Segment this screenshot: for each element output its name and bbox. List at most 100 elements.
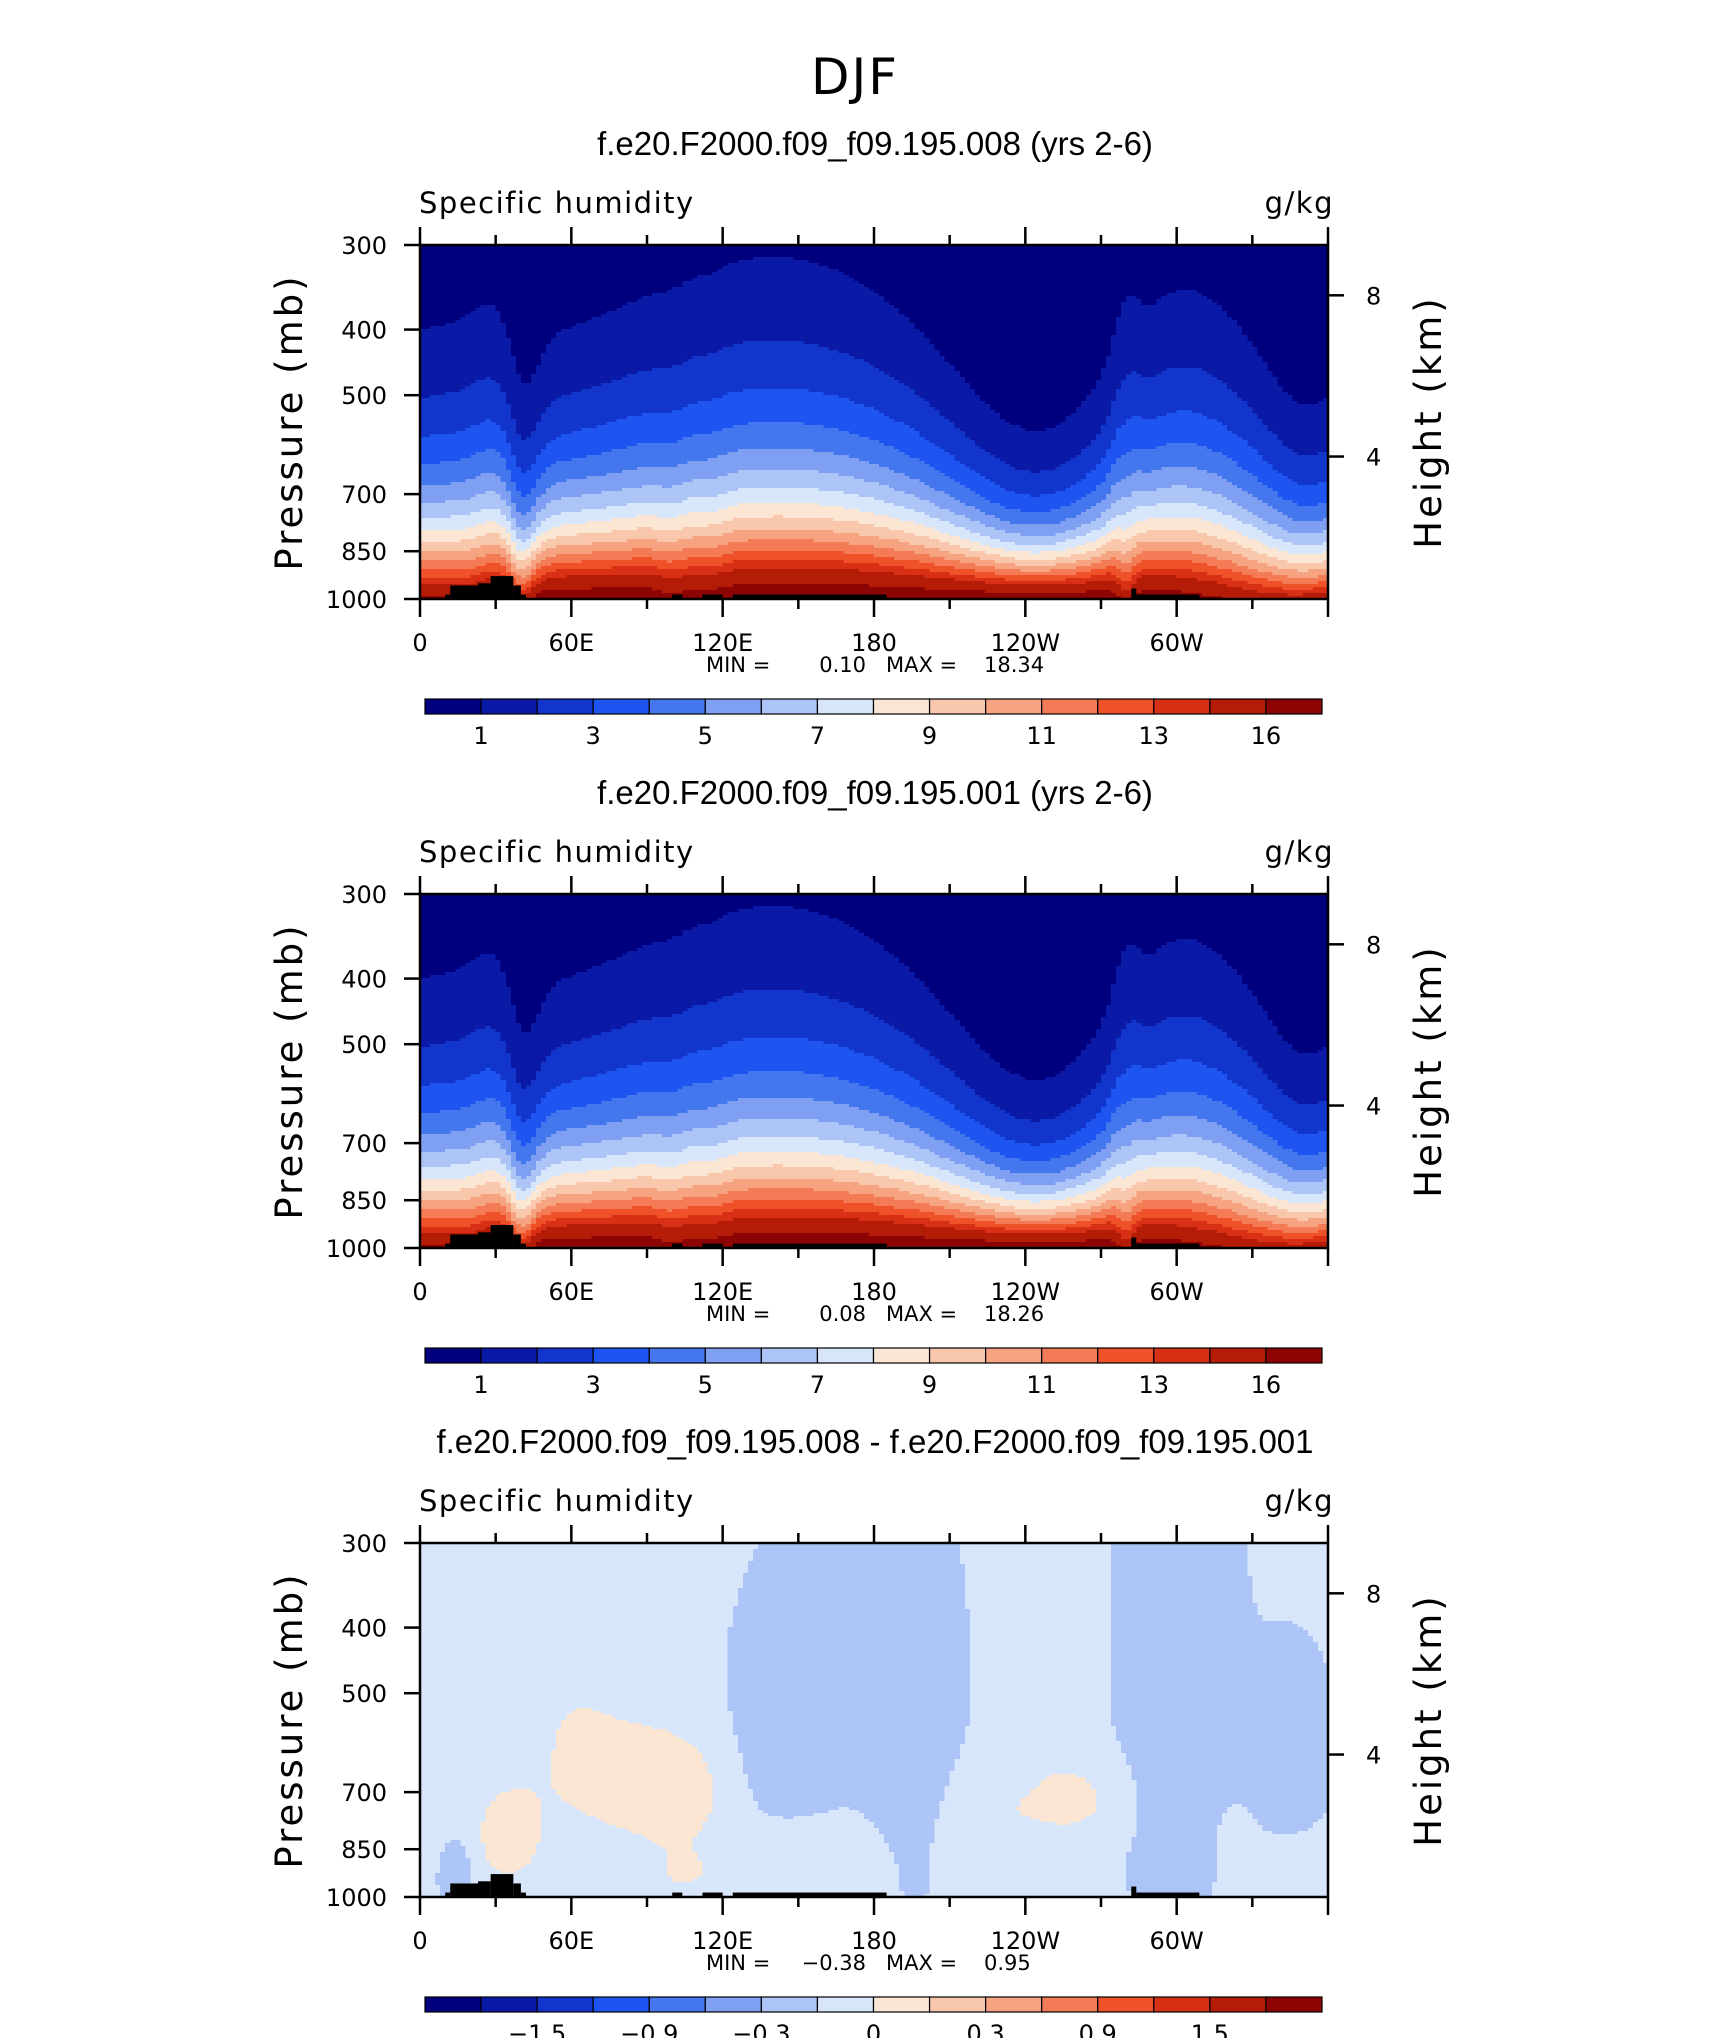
y-tick-label: 500 xyxy=(341,1031,387,1059)
colorbar-swatch xyxy=(1041,1996,1099,2013)
y2-tick-label: 4 xyxy=(1366,1093,1381,1121)
colorbar-swatch xyxy=(1041,1347,1099,1364)
colorbar-tick-label: 1 xyxy=(473,1371,488,1399)
contour-field xyxy=(420,245,1329,600)
y-axis-title: Pressure (mb) xyxy=(268,273,311,570)
max-label: MAX = xyxy=(886,653,957,677)
colorbar-swatch xyxy=(816,698,875,715)
units-label: g/kg xyxy=(1265,1484,1334,1518)
colorbar-swatch xyxy=(592,698,650,715)
colorbar-tick-label: 0.3 xyxy=(967,2020,1005,2038)
y-tick-label: 850 xyxy=(341,1187,387,1215)
y2-tick-label: 4 xyxy=(1366,444,1381,472)
units-label: g/kg xyxy=(1265,835,1334,869)
colorbar-tick-label: 5 xyxy=(698,722,713,750)
x-tick-label: 60E xyxy=(548,629,594,657)
colorbar-swatch xyxy=(872,1347,931,1364)
x-tick-label: 180 xyxy=(851,629,897,657)
y-tick-label: 400 xyxy=(341,1615,387,1643)
variable-label: Specific humidity xyxy=(419,1484,695,1518)
y2-tick-label: 4 xyxy=(1366,1742,1381,1770)
colorbar-swatch xyxy=(592,1996,650,2013)
colorbar-swatch xyxy=(1153,698,1211,715)
colorbar-tick-label: −1.5 xyxy=(508,2020,566,2038)
colorbar-swatch xyxy=(536,698,594,715)
y-tick-label: 300 xyxy=(341,881,387,909)
x-tick-label: 60E xyxy=(548,1927,594,1955)
contour-field xyxy=(420,1543,1329,1898)
colorbar-swatch xyxy=(424,1347,482,1364)
y-tick-label: 850 xyxy=(341,538,387,566)
colorbar-swatch xyxy=(1153,1347,1211,1364)
x-tick-label: 120W xyxy=(991,1927,1061,1955)
colorbar-tick-label: 0.9 xyxy=(1079,2020,1117,2038)
y-tick-label: 700 xyxy=(341,481,387,509)
min-value: −0.38 xyxy=(802,1951,866,1975)
panel-3: f.e20.F2000.f09_f09.195.008 - f.e20.F200… xyxy=(268,1423,1450,2038)
colorbar-swatch xyxy=(480,698,538,715)
x-tick-label: 0 xyxy=(412,1278,427,1306)
min-value: 0.10 xyxy=(819,653,866,677)
max-label: MAX = xyxy=(886,1951,957,1975)
colorbar-tick-label: 13 xyxy=(1139,722,1170,750)
colorbar-swatch xyxy=(1209,1996,1267,2013)
y-tick-label: 1000 xyxy=(326,586,387,614)
colorbar-swatch xyxy=(760,698,819,715)
colorbar-swatch xyxy=(1097,1347,1155,1364)
figure-title: DJF xyxy=(811,48,899,106)
case-title: f.e20.F2000.f09_f09.195.008 (yrs 2-6) xyxy=(597,125,1153,162)
colorbar-swatch xyxy=(424,698,482,715)
y2-axis-title: Height (km) xyxy=(1407,295,1450,548)
y-tick-label: 500 xyxy=(341,1680,387,1708)
colorbar-swatch xyxy=(928,1347,987,1364)
colorbar-tick-label: 7 xyxy=(810,722,825,750)
y-tick-label: 850 xyxy=(341,1836,387,1864)
min-label: MIN = xyxy=(706,1951,770,1975)
colorbar-tick-label: 16 xyxy=(1251,722,1282,750)
colorbar-tick-label: 3 xyxy=(586,722,601,750)
x-tick-label: 120W xyxy=(991,1278,1061,1306)
colorbar-tick-label: 0 xyxy=(866,2020,881,2038)
colorbar: 1 3 5 7 9 11 13 16 xyxy=(424,1347,1323,1399)
colorbar-swatch xyxy=(1265,1347,1323,1364)
colorbar-swatch xyxy=(1265,1996,1323,2013)
colorbar-swatch xyxy=(648,1996,706,2013)
colorbar-swatch xyxy=(648,698,706,715)
colorbar-tick-label: 16 xyxy=(1251,1371,1282,1399)
colorbar-tick-label: −0.9 xyxy=(620,2020,678,2038)
x-tick-label: 0 xyxy=(412,1927,427,1955)
y2-axis-title: Height (km) xyxy=(1407,944,1450,1197)
y-tick-label: 300 xyxy=(341,1530,387,1558)
colorbar-swatch xyxy=(872,698,931,715)
colorbar-tick-label: 11 xyxy=(1026,722,1057,750)
variable-label: Specific humidity xyxy=(419,186,695,220)
y-tick-label: 400 xyxy=(341,317,387,345)
colorbar-tick-label: 9 xyxy=(922,1371,937,1399)
y-tick-label: 500 xyxy=(341,382,387,410)
y2-tick-label: 8 xyxy=(1366,931,1381,959)
colorbar-swatch xyxy=(760,1347,819,1364)
x-tick-label: 120W xyxy=(991,629,1061,657)
case-title: f.e20.F2000.f09_f09.195.001 (yrs 2-6) xyxy=(597,774,1153,811)
panel-2: f.e20.F2000.f09_f09.195.001 (yrs 2-6) Spe… xyxy=(268,774,1450,1399)
colorbar-tick-label: 9 xyxy=(922,722,937,750)
topography-mask xyxy=(445,1874,1200,1897)
colorbar-swatch xyxy=(1097,698,1155,715)
colorbar-swatch xyxy=(760,1996,819,2013)
contour-field xyxy=(420,894,1329,1249)
colorbar-swatch xyxy=(985,698,1043,715)
colorbar-swatch xyxy=(704,1996,762,2013)
max-value: 18.26 xyxy=(984,1302,1044,1326)
colorbar-swatch xyxy=(816,1996,875,2013)
colorbar-swatch xyxy=(928,1996,987,2013)
min-label: MIN = xyxy=(706,653,770,677)
y-tick-label: 400 xyxy=(341,966,387,994)
colorbar-swatch xyxy=(592,1347,650,1364)
x-tick-label: 180 xyxy=(851,1927,897,1955)
colorbar-tick-label: −0.3 xyxy=(732,2020,790,2038)
colorbar-tick-label: 1.5 xyxy=(1191,2020,1229,2038)
colorbar-tick-label: 13 xyxy=(1139,1371,1170,1399)
units-label: g/kg xyxy=(1265,186,1334,220)
colorbar-swatch xyxy=(424,1996,482,2013)
